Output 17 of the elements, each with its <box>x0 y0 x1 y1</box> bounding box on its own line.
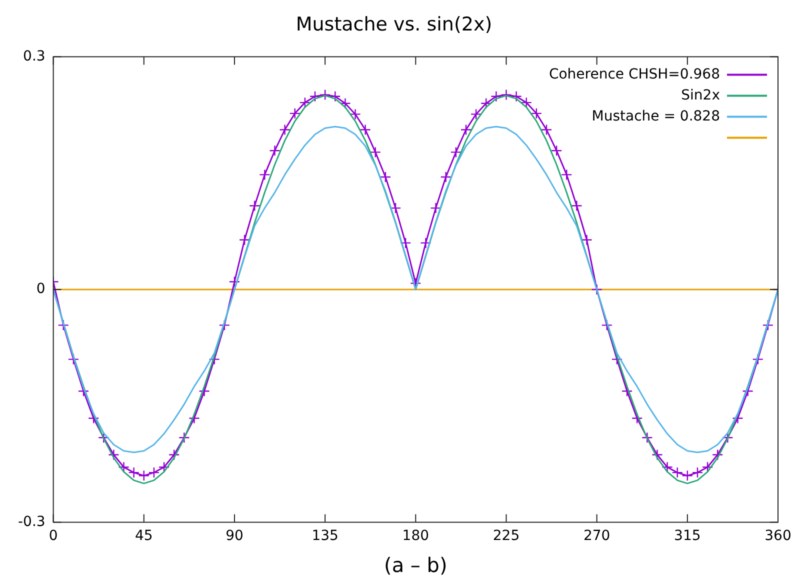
x-tick-label: 135 <box>312 528 338 544</box>
y-tick-label: 0 <box>36 281 46 298</box>
chart-title: Mustache vs. sin(2x) <box>296 13 492 36</box>
x-tick-label: 0 <box>48 528 58 544</box>
legend-label: Sin2x <box>681 87 720 104</box>
legend-label: Mustache = 0.828 <box>592 108 720 124</box>
x-tick-label: 225 <box>492 528 520 544</box>
x-tick-label: 90 <box>226 528 244 544</box>
x-tick-label: 45 <box>134 528 153 544</box>
x-tick-label: 315 <box>674 528 701 544</box>
x-tick-label: 270 <box>583 528 610 544</box>
legend-label: Coherence CHSH=0.968 <box>548 66 720 82</box>
x-tick-label: 360 <box>764 528 792 544</box>
y-tick-label: 0.3 <box>23 48 46 64</box>
y-tick-label: -0.3 <box>18 514 46 530</box>
x-axis-title: (a – b) <box>384 553 448 578</box>
x-tick-label: 180 <box>402 528 430 544</box>
